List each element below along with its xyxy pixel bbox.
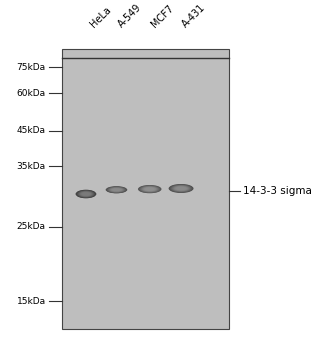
Text: A-549: A-549 (116, 2, 144, 30)
Text: 75kDa: 75kDa (16, 63, 46, 71)
Ellipse shape (144, 187, 156, 191)
Ellipse shape (108, 187, 125, 192)
Ellipse shape (169, 184, 194, 193)
Ellipse shape (76, 190, 96, 198)
Ellipse shape (81, 192, 91, 196)
Ellipse shape (106, 186, 127, 193)
Bar (62, 49, 229, 329)
Ellipse shape (175, 186, 188, 191)
Ellipse shape (80, 191, 93, 197)
Ellipse shape (169, 184, 193, 193)
Text: MCF7: MCF7 (150, 4, 176, 30)
Text: 45kDa: 45kDa (17, 126, 46, 135)
Ellipse shape (80, 191, 92, 196)
Text: HeLa: HeLa (89, 5, 113, 30)
Ellipse shape (176, 187, 186, 190)
Ellipse shape (140, 186, 160, 192)
Ellipse shape (171, 185, 191, 192)
Ellipse shape (172, 185, 190, 192)
Ellipse shape (142, 187, 157, 192)
Ellipse shape (171, 185, 191, 192)
Text: 15kDa: 15kDa (16, 297, 46, 306)
Ellipse shape (145, 188, 155, 191)
Ellipse shape (139, 186, 160, 193)
Ellipse shape (81, 192, 91, 196)
Ellipse shape (112, 188, 121, 191)
Ellipse shape (78, 191, 94, 197)
Ellipse shape (78, 191, 94, 197)
Ellipse shape (139, 185, 161, 193)
Ellipse shape (82, 192, 90, 196)
Ellipse shape (110, 188, 123, 192)
Ellipse shape (110, 188, 123, 192)
Ellipse shape (77, 190, 95, 198)
Ellipse shape (106, 187, 127, 193)
Ellipse shape (79, 191, 93, 197)
Ellipse shape (77, 190, 95, 198)
Text: 60kDa: 60kDa (16, 89, 46, 98)
Text: 14-3-3 sigma: 14-3-3 sigma (243, 186, 312, 196)
Ellipse shape (138, 185, 162, 193)
Text: A-431: A-431 (180, 2, 207, 30)
Ellipse shape (141, 186, 158, 192)
Ellipse shape (108, 187, 124, 192)
Ellipse shape (140, 186, 159, 193)
Ellipse shape (111, 188, 122, 192)
Ellipse shape (112, 188, 121, 191)
Ellipse shape (142, 186, 158, 192)
Ellipse shape (173, 186, 189, 191)
Ellipse shape (107, 187, 126, 193)
Text: 25kDa: 25kDa (17, 222, 46, 231)
Ellipse shape (172, 186, 190, 191)
Ellipse shape (144, 187, 155, 191)
Text: 35kDa: 35kDa (16, 162, 46, 171)
Ellipse shape (107, 187, 126, 193)
Ellipse shape (143, 187, 157, 191)
Ellipse shape (174, 186, 188, 191)
Ellipse shape (109, 187, 124, 192)
Ellipse shape (75, 190, 96, 198)
Ellipse shape (170, 184, 192, 193)
Ellipse shape (175, 187, 187, 190)
